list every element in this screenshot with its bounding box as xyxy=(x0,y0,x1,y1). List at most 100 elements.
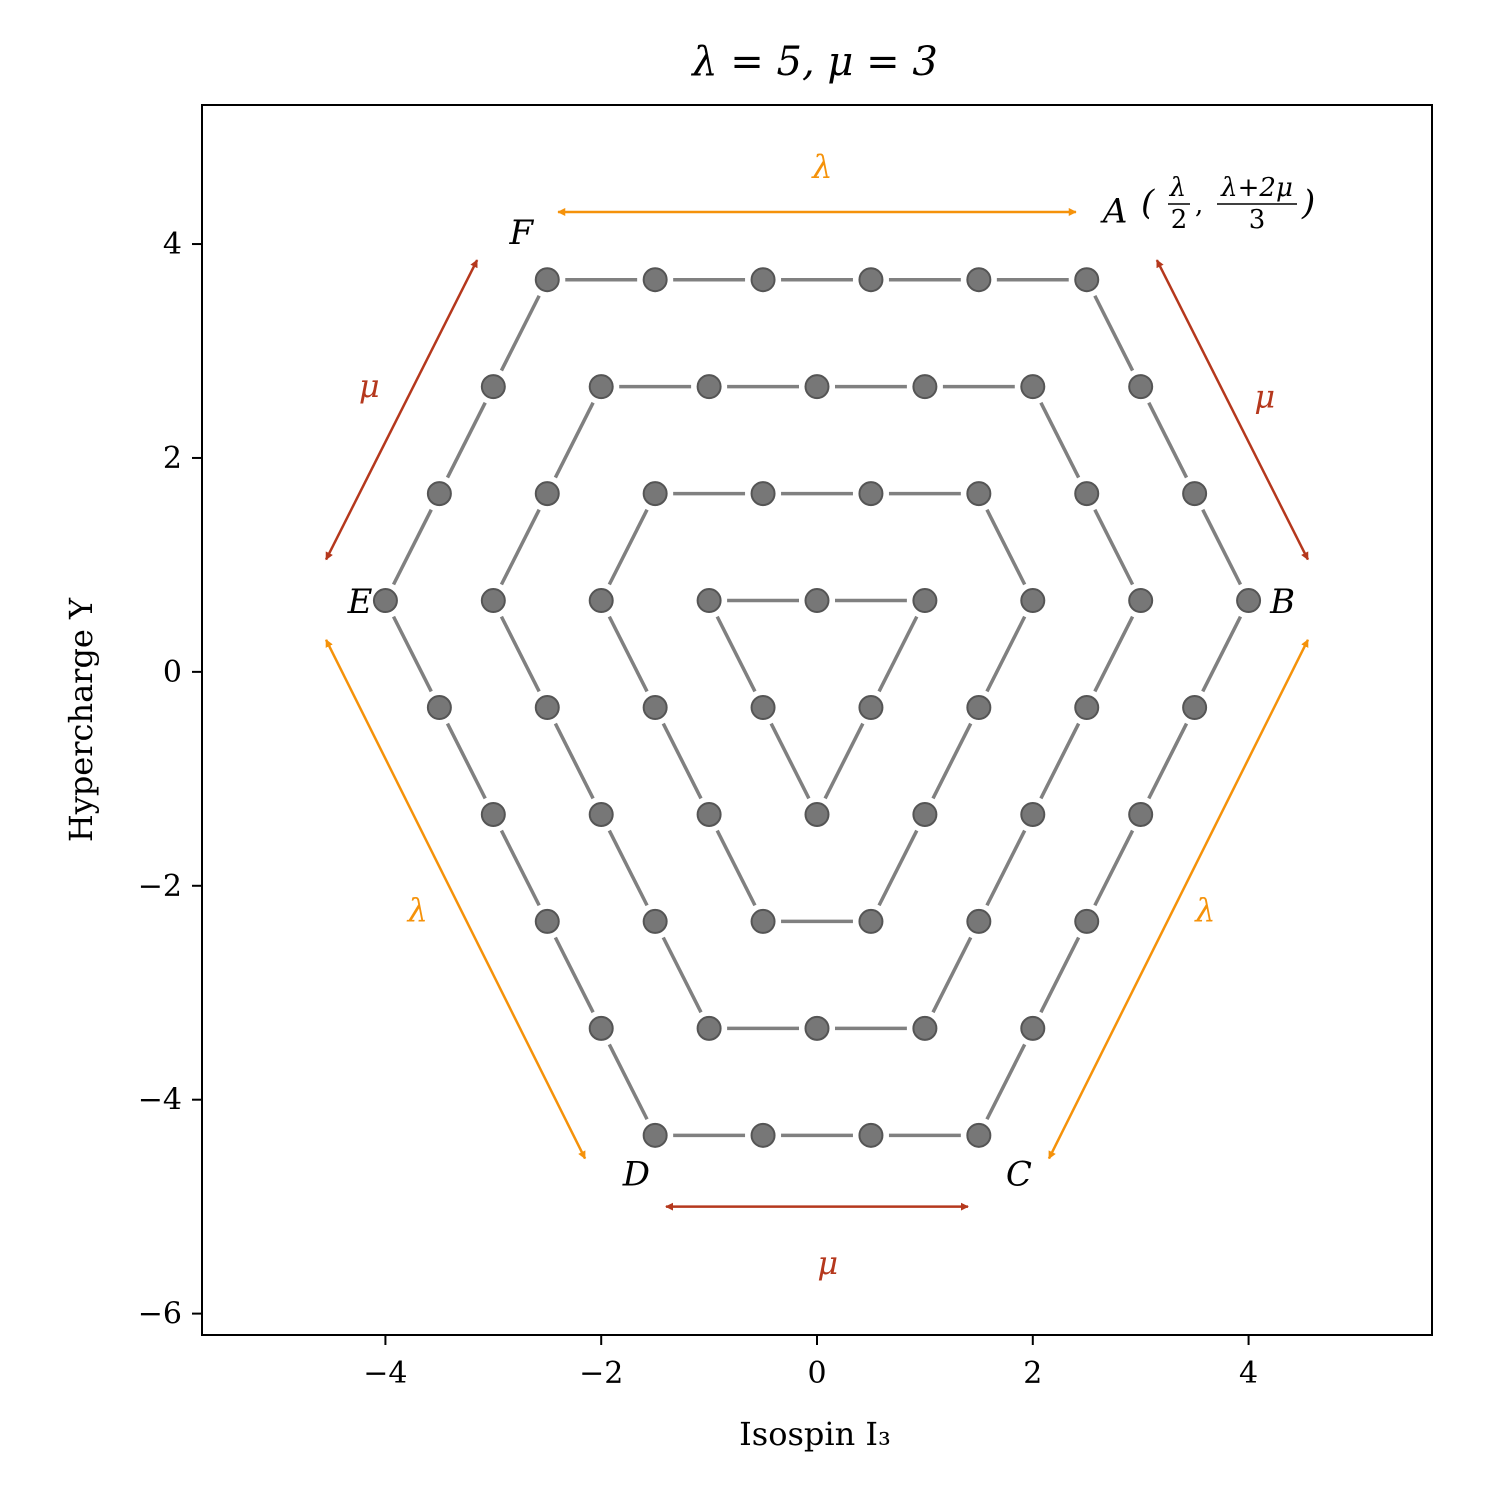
weight-point xyxy=(750,1122,776,1148)
weight-point xyxy=(1236,588,1262,614)
weight-point xyxy=(966,908,992,934)
weight-point xyxy=(858,695,884,721)
y-tick-label: 0 xyxy=(163,655,182,690)
weight-point xyxy=(804,374,830,400)
side-label-5: λ xyxy=(406,891,428,929)
layer-3-segment xyxy=(715,829,757,907)
weight-point xyxy=(480,801,506,827)
weight-point xyxy=(696,374,722,400)
weight-point xyxy=(1020,374,1046,400)
weight-point xyxy=(1020,1015,1046,1041)
weight-point xyxy=(750,695,776,721)
side-label-3: λ xyxy=(1193,891,1215,929)
weight-point xyxy=(642,695,668,721)
side-arrow-6 xyxy=(324,259,479,561)
layer-1-segment xyxy=(1147,401,1189,479)
layer-1-segment xyxy=(553,936,595,1014)
weight-point xyxy=(534,908,560,934)
y-axis-ticks: −6 −4 −2 0 2 4 xyxy=(138,227,202,1332)
y-axis-label: Hypercharge Y xyxy=(62,597,100,842)
layer-2-segment xyxy=(1039,722,1081,800)
side-label-1: λ xyxy=(810,148,832,186)
layer-1-segment xyxy=(1093,294,1135,372)
weight-point xyxy=(642,908,668,934)
layer-lines xyxy=(391,277,1243,1138)
y-tick-label: −2 xyxy=(138,869,182,904)
vertex-a-frac1-num: λ xyxy=(1169,173,1186,203)
layer-1-segment xyxy=(499,829,541,907)
weight-point xyxy=(480,374,506,400)
vertex-labels: A B C D E F xyxy=(347,192,1295,1195)
layer-1-segment xyxy=(1039,936,1081,1014)
layer-2-segment xyxy=(553,401,595,479)
layer-3-segment xyxy=(931,722,973,800)
weight-points xyxy=(372,267,1262,1148)
weight-point xyxy=(372,588,398,614)
layer-1-segment xyxy=(1147,722,1189,800)
vertex-a-frac1-den: 2 xyxy=(1171,205,1188,235)
side-arrow-2 xyxy=(1155,259,1310,561)
weight-point xyxy=(912,374,938,400)
layer-2-segment xyxy=(1093,508,1135,586)
layer-4-segment xyxy=(769,722,811,800)
weight-point xyxy=(966,1122,992,1148)
weight-point xyxy=(804,801,830,827)
plot-frame xyxy=(201,104,1433,1336)
vertex-a-coordinate: ( λ 2 , λ+2μ 3 ) xyxy=(1141,173,1315,235)
vertex-a-paren-left: ( xyxy=(1141,183,1155,223)
x-tick-label: −4 xyxy=(363,1356,407,1391)
layer-3-segment xyxy=(661,722,703,800)
x-axis-label: Isospin I₃ xyxy=(739,1415,891,1453)
side-arrow-3 xyxy=(1047,639,1310,1160)
weight-point xyxy=(534,267,560,293)
layer-1-segment xyxy=(391,508,433,586)
weight-point xyxy=(912,1015,938,1041)
weight-point xyxy=(966,481,992,507)
weight-point xyxy=(1074,908,1100,934)
weight-point xyxy=(966,695,992,721)
weight-point xyxy=(588,801,614,827)
weight-point xyxy=(642,481,668,507)
layer-3-segment xyxy=(607,615,649,693)
layer-1-segment xyxy=(985,1043,1027,1121)
vertex-label-b: B xyxy=(1269,582,1295,622)
vertex-label-c: C xyxy=(1006,1154,1032,1194)
side-label-6: μ xyxy=(359,367,380,405)
weight-point xyxy=(750,908,776,934)
weight-point xyxy=(642,267,668,293)
weight-point xyxy=(1128,588,1154,614)
weight-point xyxy=(858,267,884,293)
weight-point xyxy=(1020,588,1046,614)
weight-point xyxy=(426,481,452,507)
layer-3-segment xyxy=(985,615,1027,693)
vertex-label-a: A xyxy=(1100,192,1128,232)
layer-2-segment xyxy=(661,936,703,1014)
layer-2-segment xyxy=(499,615,541,693)
layer-1-segment xyxy=(445,401,487,479)
x-axis-ticks: −4 −2 0 2 4 xyxy=(363,1335,1258,1391)
layer-2-segment xyxy=(1093,615,1135,693)
weight-point xyxy=(912,588,938,614)
weight-point xyxy=(696,801,722,827)
weight-point xyxy=(1128,801,1154,827)
weight-point xyxy=(804,588,830,614)
layer-1-segment xyxy=(1201,615,1243,693)
weight-point xyxy=(426,695,452,721)
layer-3-segment xyxy=(877,829,919,907)
x-tick-label: 4 xyxy=(1239,1356,1258,1391)
x-tick-label: 0 xyxy=(807,1356,826,1391)
weight-point xyxy=(1182,481,1208,507)
weight-point xyxy=(1182,695,1208,721)
side-label-2: μ xyxy=(1254,378,1275,416)
weight-point xyxy=(1074,267,1100,293)
weight-point xyxy=(912,801,938,827)
weight-point xyxy=(858,908,884,934)
weight-point xyxy=(588,1015,614,1041)
layer-1-segment xyxy=(499,294,541,372)
side-arrow-5 xyxy=(324,639,587,1160)
weight-point xyxy=(534,481,560,507)
vertex-a-paren-right: ) xyxy=(1301,183,1315,223)
layer-4-segment xyxy=(715,615,757,693)
layer-3-segment xyxy=(607,508,649,586)
weight-point xyxy=(588,374,614,400)
